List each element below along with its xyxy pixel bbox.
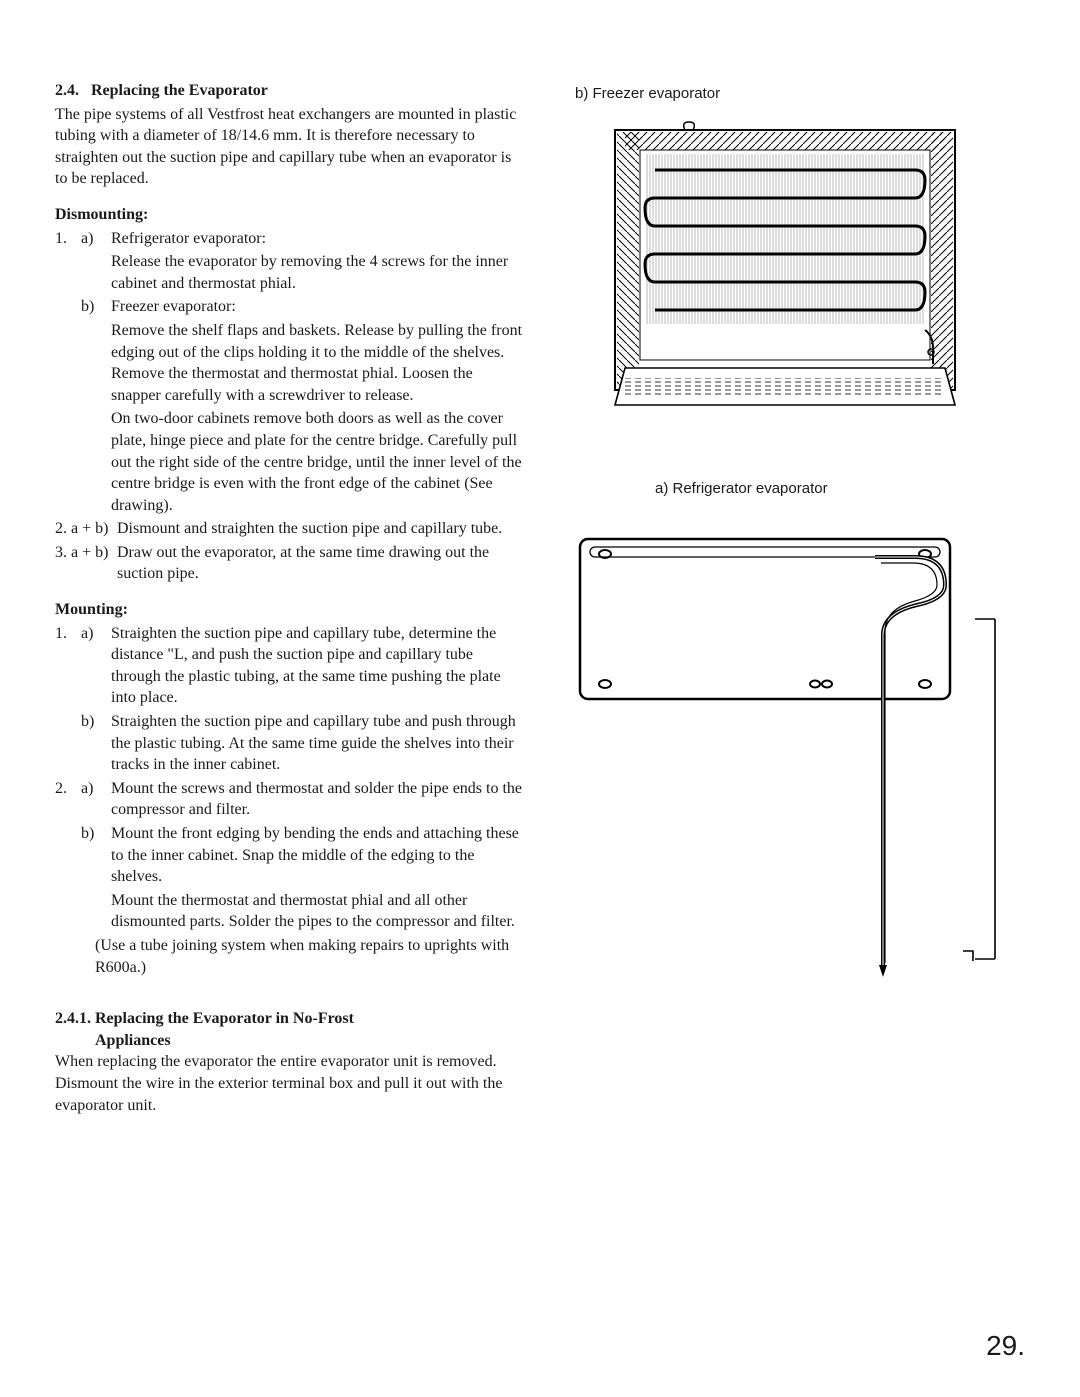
- marker: a): [81, 623, 111, 709]
- dismounting-heading: Dismounting:: [55, 204, 525, 226]
- left-column: 2.4. Replacing the Evaporator The pipe s…: [55, 80, 525, 1116]
- marker: [81, 408, 111, 516]
- section-title: Replacing the Evaporator: [91, 82, 268, 99]
- section-241-heading: 2.4.1. Replacing the Evaporator in No-Fr…: [55, 1008, 525, 1051]
- item-text: Freezer evaporator:: [111, 296, 525, 318]
- note-text: (Use a tube joining system when making r…: [95, 935, 525, 978]
- marker: b): [81, 823, 111, 888]
- section-241-body: When replacing the evaporator the entire…: [55, 1051, 525, 1116]
- item-text: On two-door cabinets remove both doors a…: [111, 408, 525, 516]
- list-item: 1. a) Refrigerator evaporator:: [55, 228, 525, 250]
- marker: a): [81, 228, 111, 250]
- marker: [55, 408, 81, 516]
- marker: [81, 890, 111, 933]
- figure-b-freezer-evaporator: [595, 120, 1025, 440]
- heading-line1: 2.4.1. Replacing the Evaporator in No-Fr…: [55, 1008, 525, 1030]
- refrigerator-evaporator-diagram: [565, 519, 1025, 989]
- list-item: On two-door cabinets remove both doors a…: [55, 408, 525, 516]
- list-item: Release the evaporator by removing the 4…: [55, 251, 525, 294]
- mounting-heading: Mounting:: [55, 599, 525, 621]
- section-heading: 2.4. Replacing the Evaporator: [55, 80, 525, 102]
- marker: b): [81, 296, 111, 318]
- marker: 2.: [55, 778, 81, 821]
- list-item: 2. a) Mount the screws and thermostat an…: [55, 778, 525, 821]
- section-number: 2.4.: [55, 82, 79, 99]
- list-item: b) Straighten the suction pipe and capil…: [55, 711, 525, 776]
- heading-line2: Appliances: [95, 1030, 525, 1052]
- marker: 2. a + b): [55, 518, 117, 540]
- marker: 1.: [55, 623, 81, 709]
- marker: b): [81, 711, 111, 776]
- list-item: 1. a) Straighten the suction pipe and ca…: [55, 623, 525, 709]
- list-item: Remove the shelf flaps and baskets. Rele…: [55, 320, 525, 406]
- list-item: b) Freezer evaporator:: [55, 296, 525, 318]
- list-item: b) Mount the front edging by bending the…: [55, 823, 525, 888]
- marker: a): [81, 778, 111, 821]
- item-text: Mount the thermostat and thermostat phia…: [111, 890, 525, 933]
- note: (Use a tube joining system when making r…: [55, 935, 525, 978]
- item-text: Mount the screws and thermostat and sold…: [111, 778, 525, 821]
- list-item: 2. a + b) Dismount and straighten the su…: [55, 518, 525, 540]
- marker: [81, 320, 111, 406]
- marker: [81, 251, 111, 294]
- list-item: 3. a + b) Draw out the evaporator, at th…: [55, 542, 525, 585]
- document-page: 2.4. Replacing the Evaporator The pipe s…: [55, 80, 1025, 1116]
- marker: [55, 296, 81, 318]
- marker: [55, 823, 81, 888]
- marker: [55, 320, 81, 406]
- figure-a-caption: a) Refrigerator evaporator: [655, 480, 1025, 497]
- freezer-evaporator-diagram: [595, 120, 975, 440]
- item-text: Draw out the evaporator, at the same tim…: [117, 542, 525, 585]
- marker: [55, 890, 81, 933]
- item-text: Straighten the suction pipe and capillar…: [111, 623, 525, 709]
- item-text: Release the evaporator by removing the 4…: [111, 251, 525, 294]
- item-text: Mount the front edging by bending the en…: [111, 823, 525, 888]
- figure-b-caption: b) Freezer evaporator: [575, 85, 1025, 102]
- marker: [55, 711, 81, 776]
- marker: 1.: [55, 228, 81, 250]
- marker: 3. a + b): [55, 542, 117, 585]
- figure-a-refrigerator-evaporator: [565, 519, 1025, 989]
- marker: [55, 251, 81, 294]
- item-text: Dismount and straighten the suction pipe…: [117, 518, 525, 540]
- item-text: Remove the shelf flaps and baskets. Rele…: [111, 320, 525, 406]
- section-241: 2.4.1. Replacing the Evaporator in No-Fr…: [55, 1008, 525, 1116]
- right-column: b) Freezer evaporator: [565, 80, 1025, 1116]
- marker: [55, 935, 81, 978]
- item-text: Refrigerator evaporator:: [111, 228, 525, 250]
- item-text: Straighten the suction pipe and capillar…: [111, 711, 525, 776]
- page-number: 29.: [986, 1330, 1025, 1362]
- list-item: Mount the thermostat and thermostat phia…: [55, 890, 525, 933]
- intro-paragraph: The pipe systems of all Vestfrost heat e…: [55, 104, 525, 190]
